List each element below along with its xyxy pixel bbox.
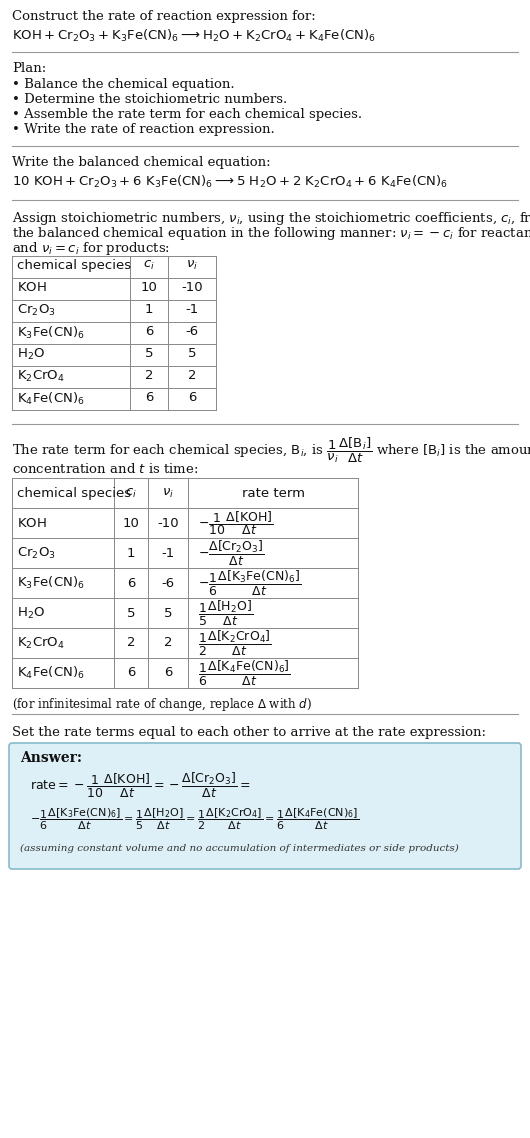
Text: 2: 2 (145, 369, 153, 382)
Text: • Assemble the rate term for each chemical species.: • Assemble the rate term for each chemic… (12, 108, 362, 121)
Text: Set the rate terms equal to each other to arrive at the rate expression:: Set the rate terms equal to each other t… (12, 726, 486, 739)
Text: $\dfrac{1}{2}\dfrac{\Delta[\mathrm{K_2CrO_4}]}{\Delta t}$: $\dfrac{1}{2}\dfrac{\Delta[\mathrm{K_2Cr… (198, 628, 272, 658)
Text: 5: 5 (188, 347, 196, 360)
Text: $\mathrm{K_3Fe(CN)_6}$: $\mathrm{K_3Fe(CN)_6}$ (17, 325, 85, 341)
Text: $\mathrm{10\ KOH + Cr_2O_3 + 6\ K_3Fe(CN)_6 \longrightarrow 5\ H_2O + 2\ K_2CrO_: $\mathrm{10\ KOH + Cr_2O_3 + 6\ K_3Fe(CN… (12, 174, 448, 190)
Text: 1: 1 (127, 546, 135, 560)
Text: • Balance the chemical equation.: • Balance the chemical equation. (12, 79, 235, 91)
Text: 5: 5 (145, 347, 153, 360)
Text: $\mathrm{KOH}$: $\mathrm{KOH}$ (17, 517, 47, 529)
Text: $\mathrm{K_2CrO_4}$: $\mathrm{K_2CrO_4}$ (17, 369, 65, 385)
Text: 2: 2 (164, 636, 172, 650)
Text: $\mathrm{rate} = -\dfrac{1}{10}\dfrac{\Delta[\mathrm{KOH}]}{\Delta t} =-\dfrac{\: $\mathrm{rate} = -\dfrac{1}{10}\dfrac{\D… (30, 770, 251, 800)
Text: • Write the rate of reaction expression.: • Write the rate of reaction expression. (12, 123, 275, 137)
Text: $c_i$: $c_i$ (143, 259, 155, 272)
Text: concentration and $t$ is time:: concentration and $t$ is time: (12, 462, 198, 476)
Text: and $\nu_i = c_i$ for products:: and $\nu_i = c_i$ for products: (12, 240, 170, 257)
Text: $-\dfrac{1}{6}\dfrac{\Delta[\mathrm{K_3Fe(CN)_6}]}{\Delta t} =\dfrac{1}{5}\dfrac: $-\dfrac{1}{6}\dfrac{\Delta[\mathrm{K_3F… (30, 806, 359, 832)
Text: -10: -10 (181, 281, 203, 294)
Text: 6: 6 (164, 667, 172, 679)
Text: $c_i$: $c_i$ (125, 486, 137, 500)
Text: $\nu_i$: $\nu_i$ (186, 259, 198, 272)
Text: 6: 6 (188, 391, 196, 404)
Text: -10: -10 (157, 517, 179, 529)
Text: 2: 2 (127, 636, 135, 650)
Text: chemical species: chemical species (17, 259, 131, 272)
Text: 6: 6 (145, 391, 153, 404)
Text: 2: 2 (188, 369, 196, 382)
Text: -6: -6 (162, 577, 174, 589)
Text: $\mathrm{H_2O}$: $\mathrm{H_2O}$ (17, 347, 45, 362)
Text: $\mathrm{KOH + Cr_2O_3 + K_3Fe(CN)_6 \longrightarrow H_2O + K_2CrO_4 + K_4Fe(CN): $\mathrm{KOH + Cr_2O_3 + K_3Fe(CN)_6 \lo… (12, 28, 376, 44)
Text: (for infinitesimal rate of change, replace $\Delta$ with $d$): (for infinitesimal rate of change, repla… (12, 696, 312, 714)
Text: Answer:: Answer: (20, 751, 82, 765)
Text: $-\dfrac{\Delta[\mathrm{Cr_2O_3}]}{\Delta t}$: $-\dfrac{\Delta[\mathrm{Cr_2O_3}]}{\Delt… (198, 538, 264, 568)
Text: the balanced chemical equation in the following manner: $\nu_i = -c_i$ for react: the balanced chemical equation in the fo… (12, 225, 530, 242)
Text: Plan:: Plan: (12, 61, 46, 75)
Text: Write the balanced chemical equation:: Write the balanced chemical equation: (12, 156, 271, 170)
Text: 6: 6 (127, 667, 135, 679)
Text: 10: 10 (122, 517, 139, 529)
Text: $\mathrm{K_4Fe(CN)_6}$: $\mathrm{K_4Fe(CN)_6}$ (17, 391, 85, 407)
Text: chemical species: chemical species (17, 487, 131, 500)
Text: 6: 6 (145, 325, 153, 338)
Text: 5: 5 (127, 607, 135, 619)
Text: 5: 5 (164, 607, 172, 619)
Text: $-\dfrac{1}{10}\dfrac{\Delta[\mathrm{KOH}]}{\Delta t}$: $-\dfrac{1}{10}\dfrac{\Delta[\mathrm{KOH… (198, 509, 273, 537)
Text: $\mathrm{K_4Fe(CN)_6}$: $\mathrm{K_4Fe(CN)_6}$ (17, 665, 85, 681)
Text: $\mathrm{H_2O}$: $\mathrm{H_2O}$ (17, 605, 45, 620)
Text: $\mathrm{Cr_2O_3}$: $\mathrm{Cr_2O_3}$ (17, 545, 56, 561)
Text: (assuming constant volume and no accumulation of intermediates or side products): (assuming constant volume and no accumul… (20, 844, 459, 854)
Text: 10: 10 (140, 281, 157, 294)
Text: -6: -6 (186, 325, 199, 338)
Text: -1: -1 (161, 546, 174, 560)
Text: $\dfrac{1}{5}\dfrac{\Delta[\mathrm{H_2O}]}{\Delta t}$: $\dfrac{1}{5}\dfrac{\Delta[\mathrm{H_2O}… (198, 599, 253, 627)
Text: $\nu_i$: $\nu_i$ (162, 486, 174, 500)
Text: 1: 1 (145, 303, 153, 316)
FancyBboxPatch shape (9, 743, 521, 869)
Text: $\mathrm{K_2CrO_4}$: $\mathrm{K_2CrO_4}$ (17, 635, 65, 651)
Text: -1: -1 (186, 303, 199, 316)
Text: $\mathrm{Cr_2O_3}$: $\mathrm{Cr_2O_3}$ (17, 303, 56, 319)
Text: rate term: rate term (242, 487, 305, 500)
Text: $\dfrac{1}{6}\dfrac{\Delta[\mathrm{K_4Fe(CN)_6}]}{\Delta t}$: $\dfrac{1}{6}\dfrac{\Delta[\mathrm{K_4Fe… (198, 659, 291, 687)
Text: $\mathrm{K_3Fe(CN)_6}$: $\mathrm{K_3Fe(CN)_6}$ (17, 575, 85, 591)
Text: $-\dfrac{1}{6}\dfrac{\Delta[\mathrm{K_3Fe(CN)_6}]}{\Delta t}$: $-\dfrac{1}{6}\dfrac{\Delta[\mathrm{K_3F… (198, 569, 301, 597)
Text: Assign stoichiometric numbers, $\nu_i$, using the stoichiometric coefficients, $: Assign stoichiometric numbers, $\nu_i$, … (12, 211, 530, 226)
Text: Construct the rate of reaction expression for:: Construct the rate of reaction expressio… (12, 10, 316, 23)
Text: The rate term for each chemical species, $\mathrm{B}_i$, is $\dfrac{1}{\nu_i}\df: The rate term for each chemical species,… (12, 436, 530, 465)
Text: • Determine the stoichiometric numbers.: • Determine the stoichiometric numbers. (12, 93, 287, 106)
Text: $\mathrm{KOH}$: $\mathrm{KOH}$ (17, 281, 47, 294)
Text: 6: 6 (127, 577, 135, 589)
